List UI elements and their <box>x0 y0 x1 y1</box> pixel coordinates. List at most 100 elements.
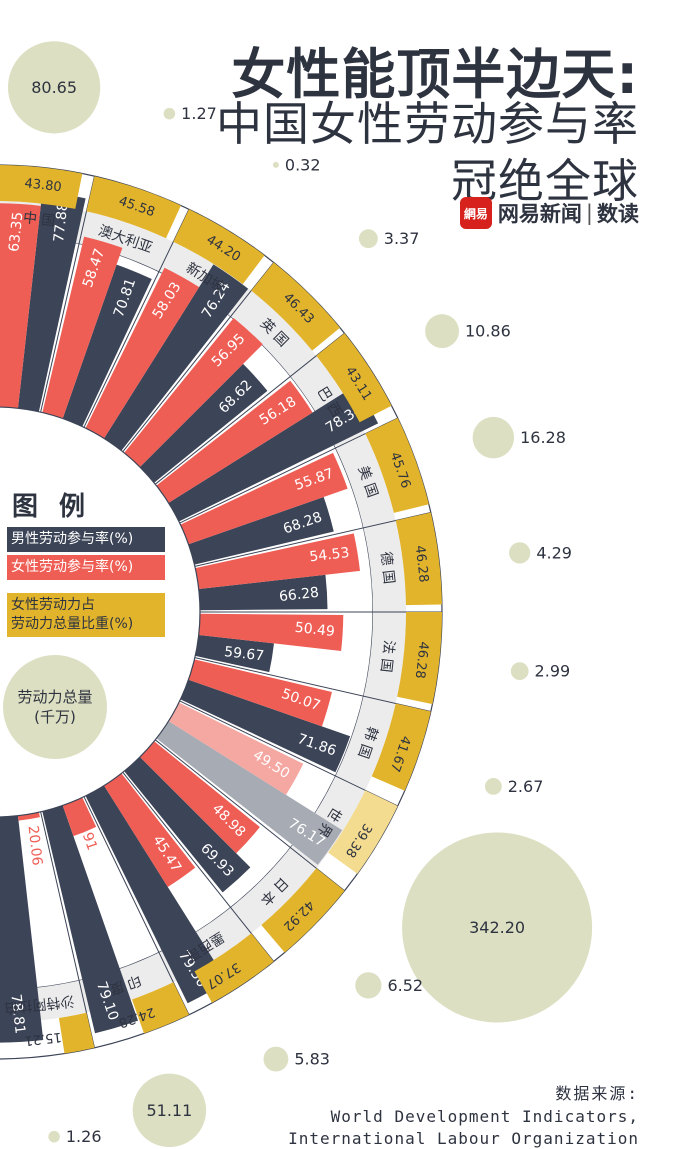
female-bar <box>17 812 40 821</box>
share-bar <box>316 333 392 423</box>
share-bar <box>86 176 181 239</box>
row-separator <box>40 176 95 413</box>
female-bar <box>188 659 332 727</box>
female-bar <box>198 613 344 651</box>
female-bar <box>0 203 41 409</box>
share-bar <box>131 982 189 1034</box>
total-value-label: 2.67 <box>508 777 544 796</box>
total-value-label: 3.37 <box>384 229 420 248</box>
brand-name: 网易新闻 <box>497 202 582 226</box>
total-circle <box>484 777 502 795</box>
legend-share: 女性劳动力占 劳动力总量比重(%) <box>7 593 165 637</box>
female-value-label: 54.53 <box>309 545 351 565</box>
female-bar <box>104 773 196 887</box>
total-circle <box>272 161 279 168</box>
source-line2: International Labour Organization <box>288 1129 639 1148</box>
total-circle <box>7 41 101 134</box>
country-label: 沙特阿拉伯 <box>3 992 74 1016</box>
male-bar <box>139 363 268 483</box>
male-value-label: 66.28 <box>278 585 320 605</box>
total-circle <box>425 314 459 349</box>
total-value-label: 16.28 <box>520 428 566 447</box>
share-bar <box>365 418 429 513</box>
male-bar <box>85 785 228 1004</box>
inner-arc <box>0 406 201 818</box>
total-value-label: 6.52 <box>387 976 423 995</box>
female-value-label: 63.35 <box>6 211 26 253</box>
total-value-label: 1.26 <box>66 1127 102 1146</box>
total-circle <box>510 662 529 680</box>
total-circle <box>132 1073 207 1148</box>
country-label: 德 国 <box>377 551 397 585</box>
male-bar <box>42 805 138 1034</box>
total-circle <box>402 832 593 1023</box>
male-bar <box>195 634 274 673</box>
source: 数据来源: World Development Indicators, Inte… <box>288 1080 639 1148</box>
female-bar <box>124 318 263 468</box>
brand-separator: | <box>585 201 593 225</box>
share-bar <box>328 790 398 874</box>
share-value-label: 43.80 <box>24 176 63 195</box>
share-value-label: 46.28 <box>412 545 431 584</box>
row-separator <box>179 417 398 524</box>
share-bar <box>173 209 265 285</box>
row-separator <box>83 796 190 1015</box>
total-value-label: 4.29 <box>536 543 572 562</box>
female-bar <box>42 236 123 419</box>
total-value-label: 10.86 <box>465 322 511 341</box>
page-title-line2: 中国女性劳动参与率 <box>216 97 639 151</box>
share-bar <box>261 868 345 953</box>
female-value-label: 50.49 <box>294 620 336 640</box>
source-line1: World Development Indicators, <box>330 1107 639 1126</box>
share-bar <box>58 1012 95 1054</box>
legend-share-line1: 女性劳动力占 <box>11 597 95 613</box>
male-bar <box>0 815 44 1043</box>
share-bar <box>397 612 442 705</box>
female-bar <box>180 452 348 545</box>
total-value-label: 1.27 <box>181 104 217 123</box>
page-title: 女性能顶半边天: <box>231 43 639 106</box>
country-label: 中 国 <box>22 210 56 230</box>
share-value-label: 46.28 <box>412 641 431 680</box>
brand-sub: 数读 <box>597 202 639 226</box>
total-circle <box>163 107 176 120</box>
share-bar <box>251 262 340 351</box>
legend-share-line2: 劳动力总量比重(%) <box>11 616 134 632</box>
row-separator <box>40 811 95 1048</box>
female-bar <box>139 741 260 854</box>
country-label: 法 国 <box>377 639 397 673</box>
source-label: 数据来源: <box>555 1084 639 1103</box>
female-bar <box>168 702 304 795</box>
legend-total-line1: 劳动力总量 <box>17 688 93 706</box>
total-circle <box>358 229 378 249</box>
total-circle <box>263 1046 289 1072</box>
female-value-label: 20.06 <box>25 825 45 867</box>
row-separator <box>122 771 275 962</box>
legend-total-circle: 劳动力总量 (千万) <box>3 655 107 759</box>
row-separator <box>179 700 398 807</box>
total-value-label: 0.32 <box>285 155 321 174</box>
total-circle <box>509 542 531 564</box>
share-bar <box>0 165 83 209</box>
female-bar <box>156 380 313 503</box>
row-separator <box>154 332 345 485</box>
brand: 網易 网易新闻 | 数读 <box>459 197 639 229</box>
legend-title: 图 例 <box>12 492 92 522</box>
total-value-label: 51.11 <box>146 1101 192 1120</box>
total-circle <box>355 972 382 999</box>
male-value-label: 59.67 <box>223 644 265 664</box>
male-bar <box>62 264 152 427</box>
total-value-label: 2.99 <box>535 662 571 681</box>
male-bar <box>198 574 328 611</box>
male-bar <box>17 191 86 412</box>
netease-logo-icon: 網易 <box>459 197 492 229</box>
share-bar <box>371 703 431 791</box>
row-separator <box>194 512 431 567</box>
row-separator <box>194 657 431 712</box>
total-circle <box>472 416 515 459</box>
female-bar <box>195 533 360 590</box>
male-bar <box>188 496 334 565</box>
male-bar <box>168 384 379 522</box>
total-value-label: 80.65 <box>31 78 77 97</box>
